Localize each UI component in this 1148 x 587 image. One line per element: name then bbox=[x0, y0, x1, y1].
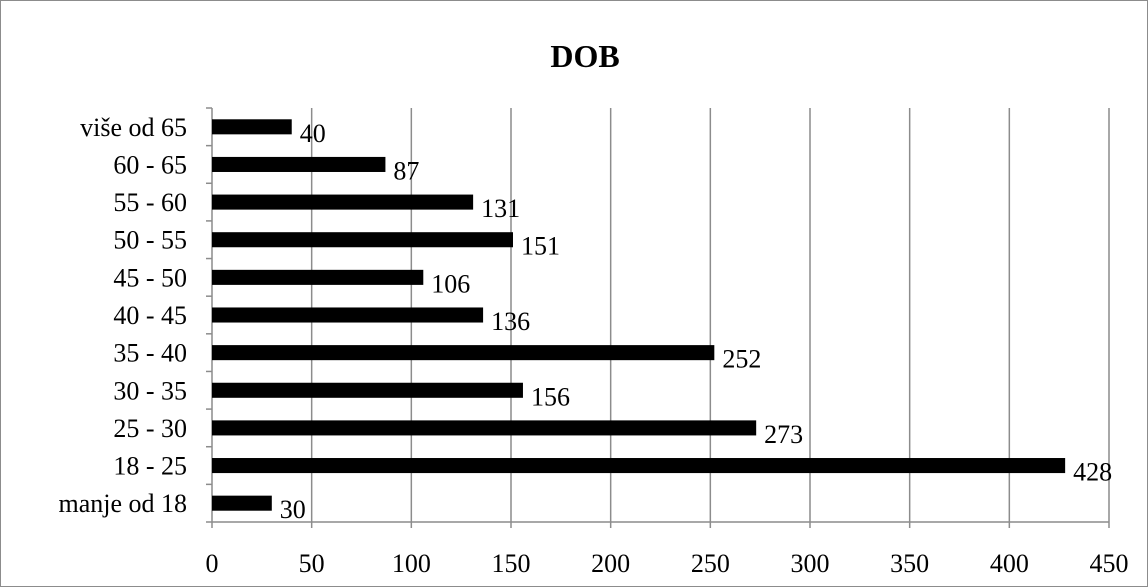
data-label: 40 bbox=[300, 119, 326, 148]
bar-manjeod18 bbox=[212, 495, 272, 511]
bars bbox=[212, 119, 1066, 511]
x-tick-label: 150 bbox=[492, 549, 531, 578]
bar-40-45 bbox=[212, 307, 484, 323]
y-tick-label: 30 - 35 bbox=[113, 376, 187, 405]
x-tick-label: 50 bbox=[299, 549, 325, 578]
x-tick-label: 0 bbox=[206, 549, 219, 578]
bar-18-25 bbox=[212, 458, 1066, 474]
data-label: 136 bbox=[491, 307, 530, 336]
data-label: 87 bbox=[393, 156, 419, 185]
gridlines bbox=[310, 108, 1110, 522]
x-tick-label: 100 bbox=[392, 549, 431, 578]
bar-35-40 bbox=[212, 345, 715, 361]
x-tick-label: 400 bbox=[990, 549, 1029, 578]
data-label: 151 bbox=[521, 232, 560, 261]
x-tick-label: 300 bbox=[791, 549, 830, 578]
y-tick-label: 25 - 30 bbox=[113, 414, 187, 443]
y-tick-label: 45 - 50 bbox=[113, 263, 187, 292]
y-tick-label: više od 65 bbox=[80, 113, 187, 142]
y-tick-label: 50 - 55 bbox=[113, 226, 187, 255]
data-label: 131 bbox=[481, 194, 520, 223]
y-tick-label: manje od 18 bbox=[58, 489, 187, 518]
y-tick-label: 35 - 40 bbox=[113, 339, 187, 368]
bar-60-65 bbox=[212, 156, 386, 172]
y-tick-label: 40 - 45 bbox=[113, 301, 187, 330]
y-tick-label: 55 - 60 bbox=[113, 188, 187, 217]
data-label: 252 bbox=[722, 345, 761, 374]
data-label: 156 bbox=[531, 382, 570, 411]
bar-30-35 bbox=[212, 382, 523, 398]
chart-title: DOB bbox=[550, 38, 619, 74]
y-tick-label: 18 - 25 bbox=[113, 452, 187, 481]
bar-25-30 bbox=[212, 420, 757, 436]
x-tick-label: 250 bbox=[691, 549, 730, 578]
bar-50-55 bbox=[212, 232, 513, 248]
y-tick-label: 60 - 65 bbox=[113, 150, 187, 179]
bar-višeod65 bbox=[212, 119, 292, 135]
bar-45-50 bbox=[212, 269, 424, 285]
data-label: 30 bbox=[280, 495, 306, 524]
y-tick-labels: manje od 18 18 - 25 25 - 30 30 - 35 35 - 40 4… bbox=[58, 113, 187, 518]
x-tick-label: 450 bbox=[1090, 549, 1129, 578]
x-tick-label: 200 bbox=[591, 549, 630, 578]
x-tick-labels: 0 50 100 150 200 250 300 350 400 450 bbox=[206, 549, 1129, 578]
data-label: 273 bbox=[764, 420, 803, 449]
bar-55-60 bbox=[212, 194, 474, 210]
data-label: 106 bbox=[431, 269, 470, 298]
x-tick-label: 350 bbox=[890, 549, 929, 578]
data-label: 428 bbox=[1073, 458, 1112, 487]
